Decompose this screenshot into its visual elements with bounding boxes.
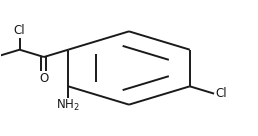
Text: Cl: Cl bbox=[14, 24, 25, 37]
Text: NH$_2$: NH$_2$ bbox=[56, 98, 80, 113]
Text: O: O bbox=[39, 72, 49, 85]
Text: Cl: Cl bbox=[215, 87, 227, 100]
